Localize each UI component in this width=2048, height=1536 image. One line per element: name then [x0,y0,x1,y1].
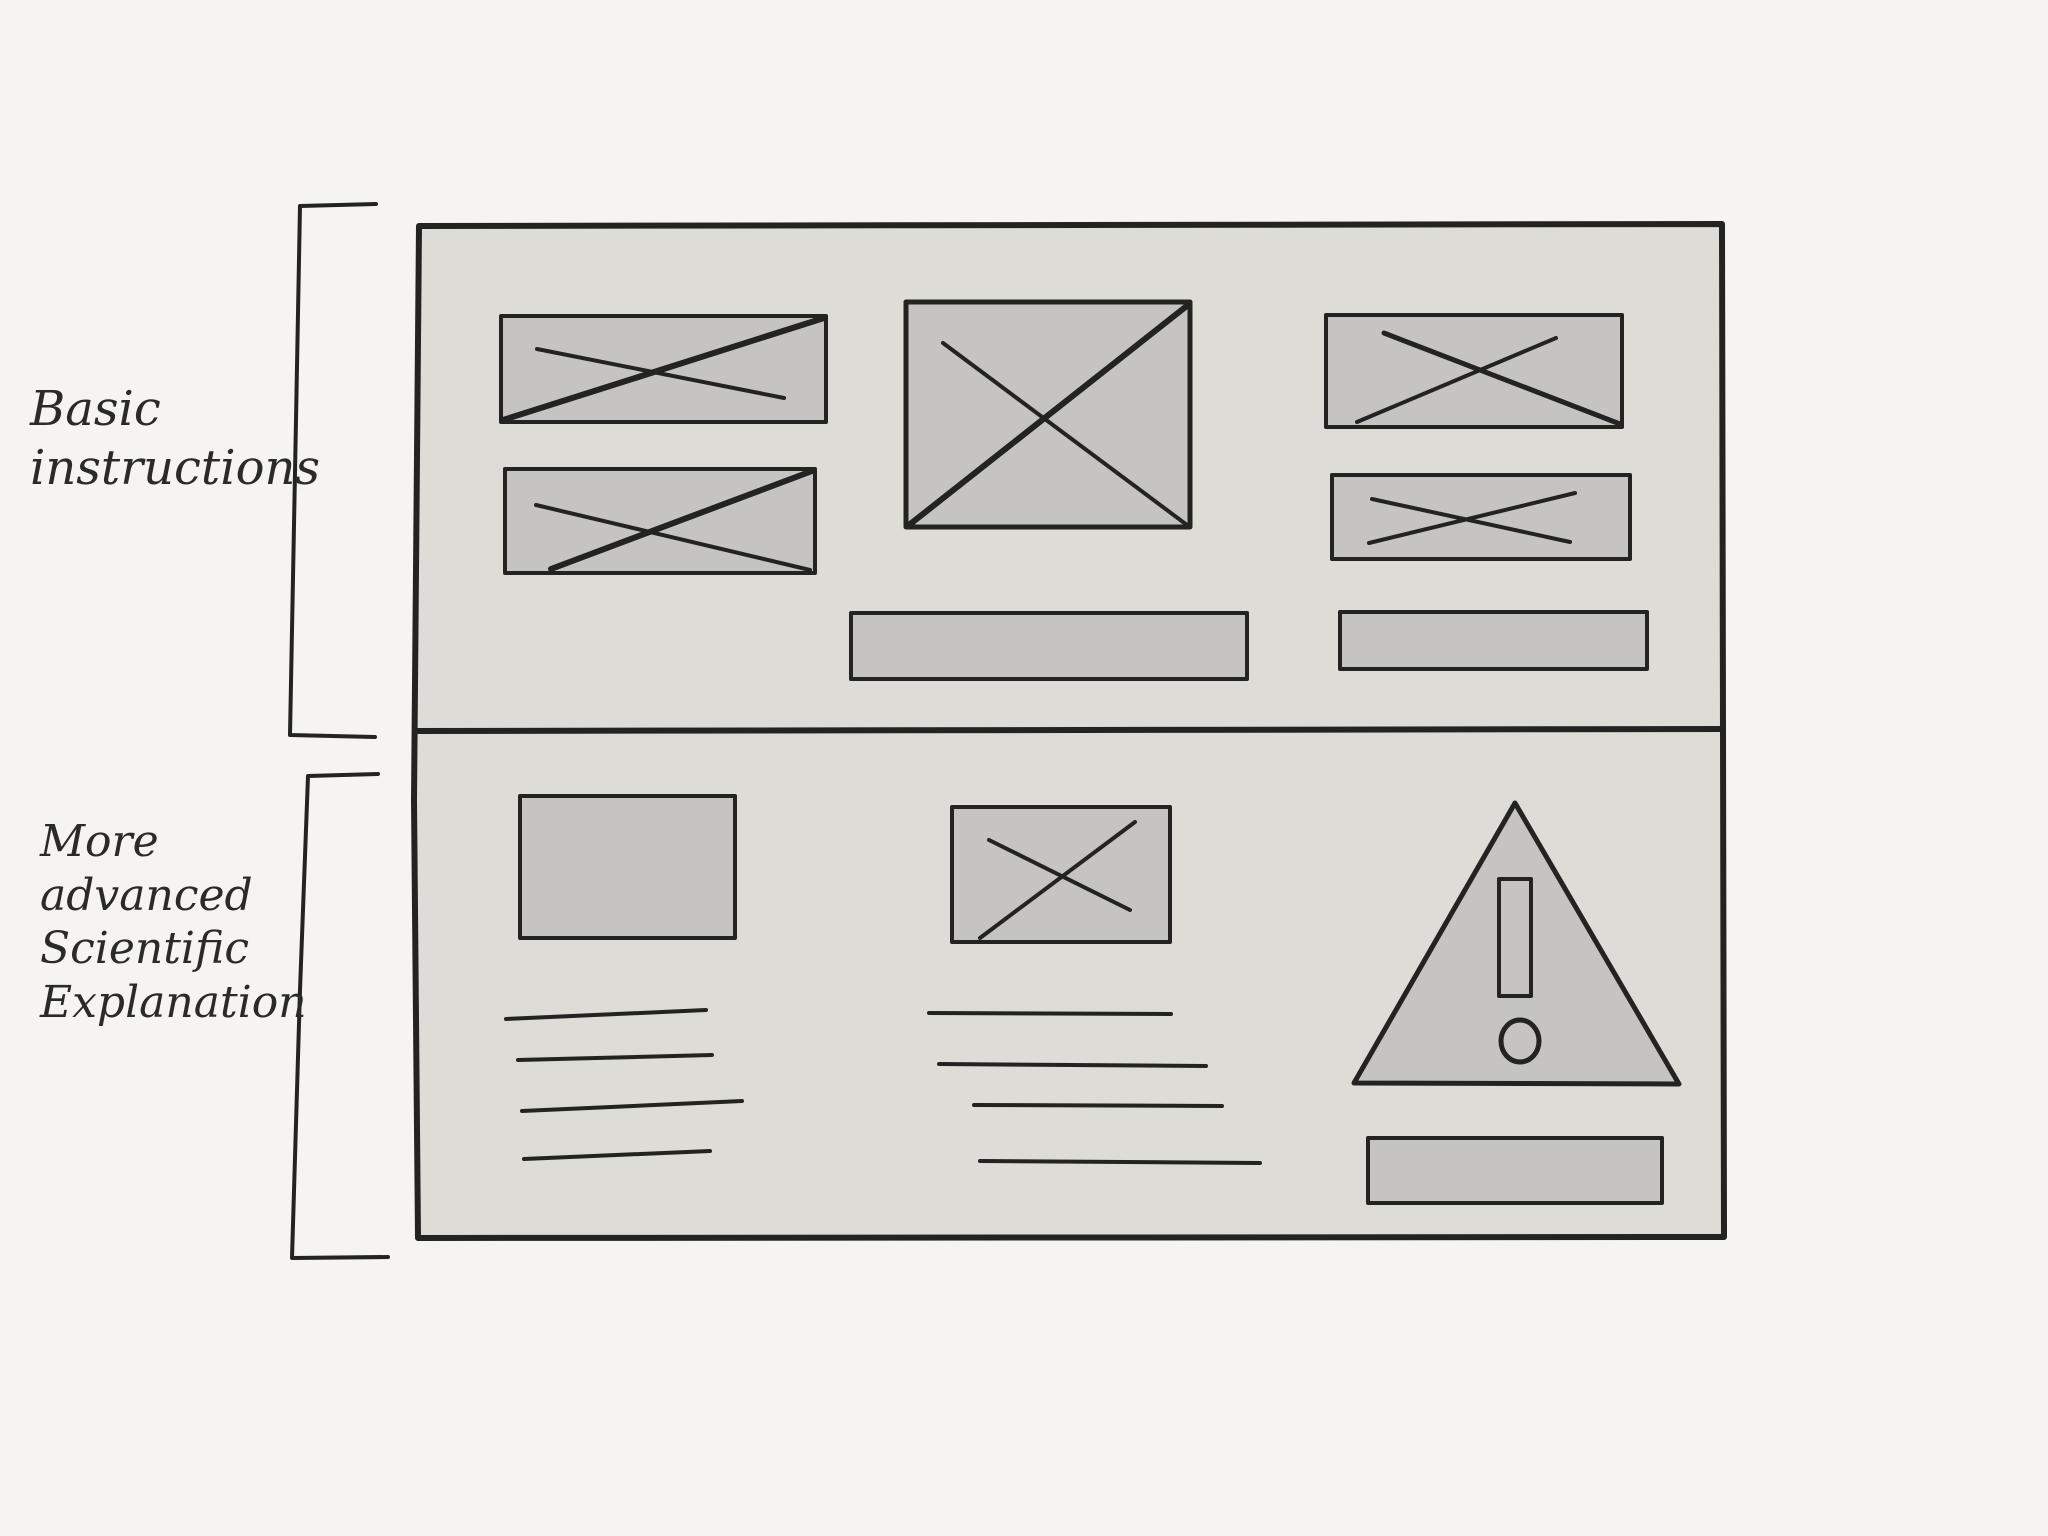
text-line [520,1099,744,1113]
bracket-advanced [290,772,390,1260]
annotation-line: instructions [30,439,321,496]
image-placeholder-icon [1330,473,1632,561]
annotation-advanced-explanation: More advanced Scientific Explanation [40,815,307,1030]
text-line [972,1103,1224,1108]
annotation-line: Explanation [40,977,307,1029]
image-placeholder-icon [1324,313,1624,429]
annotation-basic-instructions: Basic instructions [30,380,320,497]
bracket-basic [288,202,378,739]
image-placeholder-icon [903,299,1193,530]
button-placeholder [1338,610,1649,671]
text-line [927,1011,1173,1016]
annotation-line: advanced [40,869,253,921]
text-line [978,1159,1262,1165]
text-lines [504,1008,744,1161]
text-lines [927,1011,1262,1165]
annotation-line: More [40,816,159,867]
button-placeholder [1366,1136,1664,1205]
image-placeholder-icon [950,805,1172,944]
annotation-line: Scientific [40,923,249,975]
basic-section [499,299,1649,681]
image-placeholder-icon [499,314,828,424]
button-placeholder [849,611,1249,681]
text-line [522,1149,712,1161]
text-line [516,1053,714,1062]
image-box [518,794,737,940]
text-line [937,1062,1208,1068]
advanced-section [504,794,1682,1205]
image-placeholder-icon [503,467,817,575]
section-divider [413,726,1725,734]
text-line [504,1008,708,1021]
warning-icon [1351,800,1682,1087]
annotation-line: Basic [30,381,161,437]
